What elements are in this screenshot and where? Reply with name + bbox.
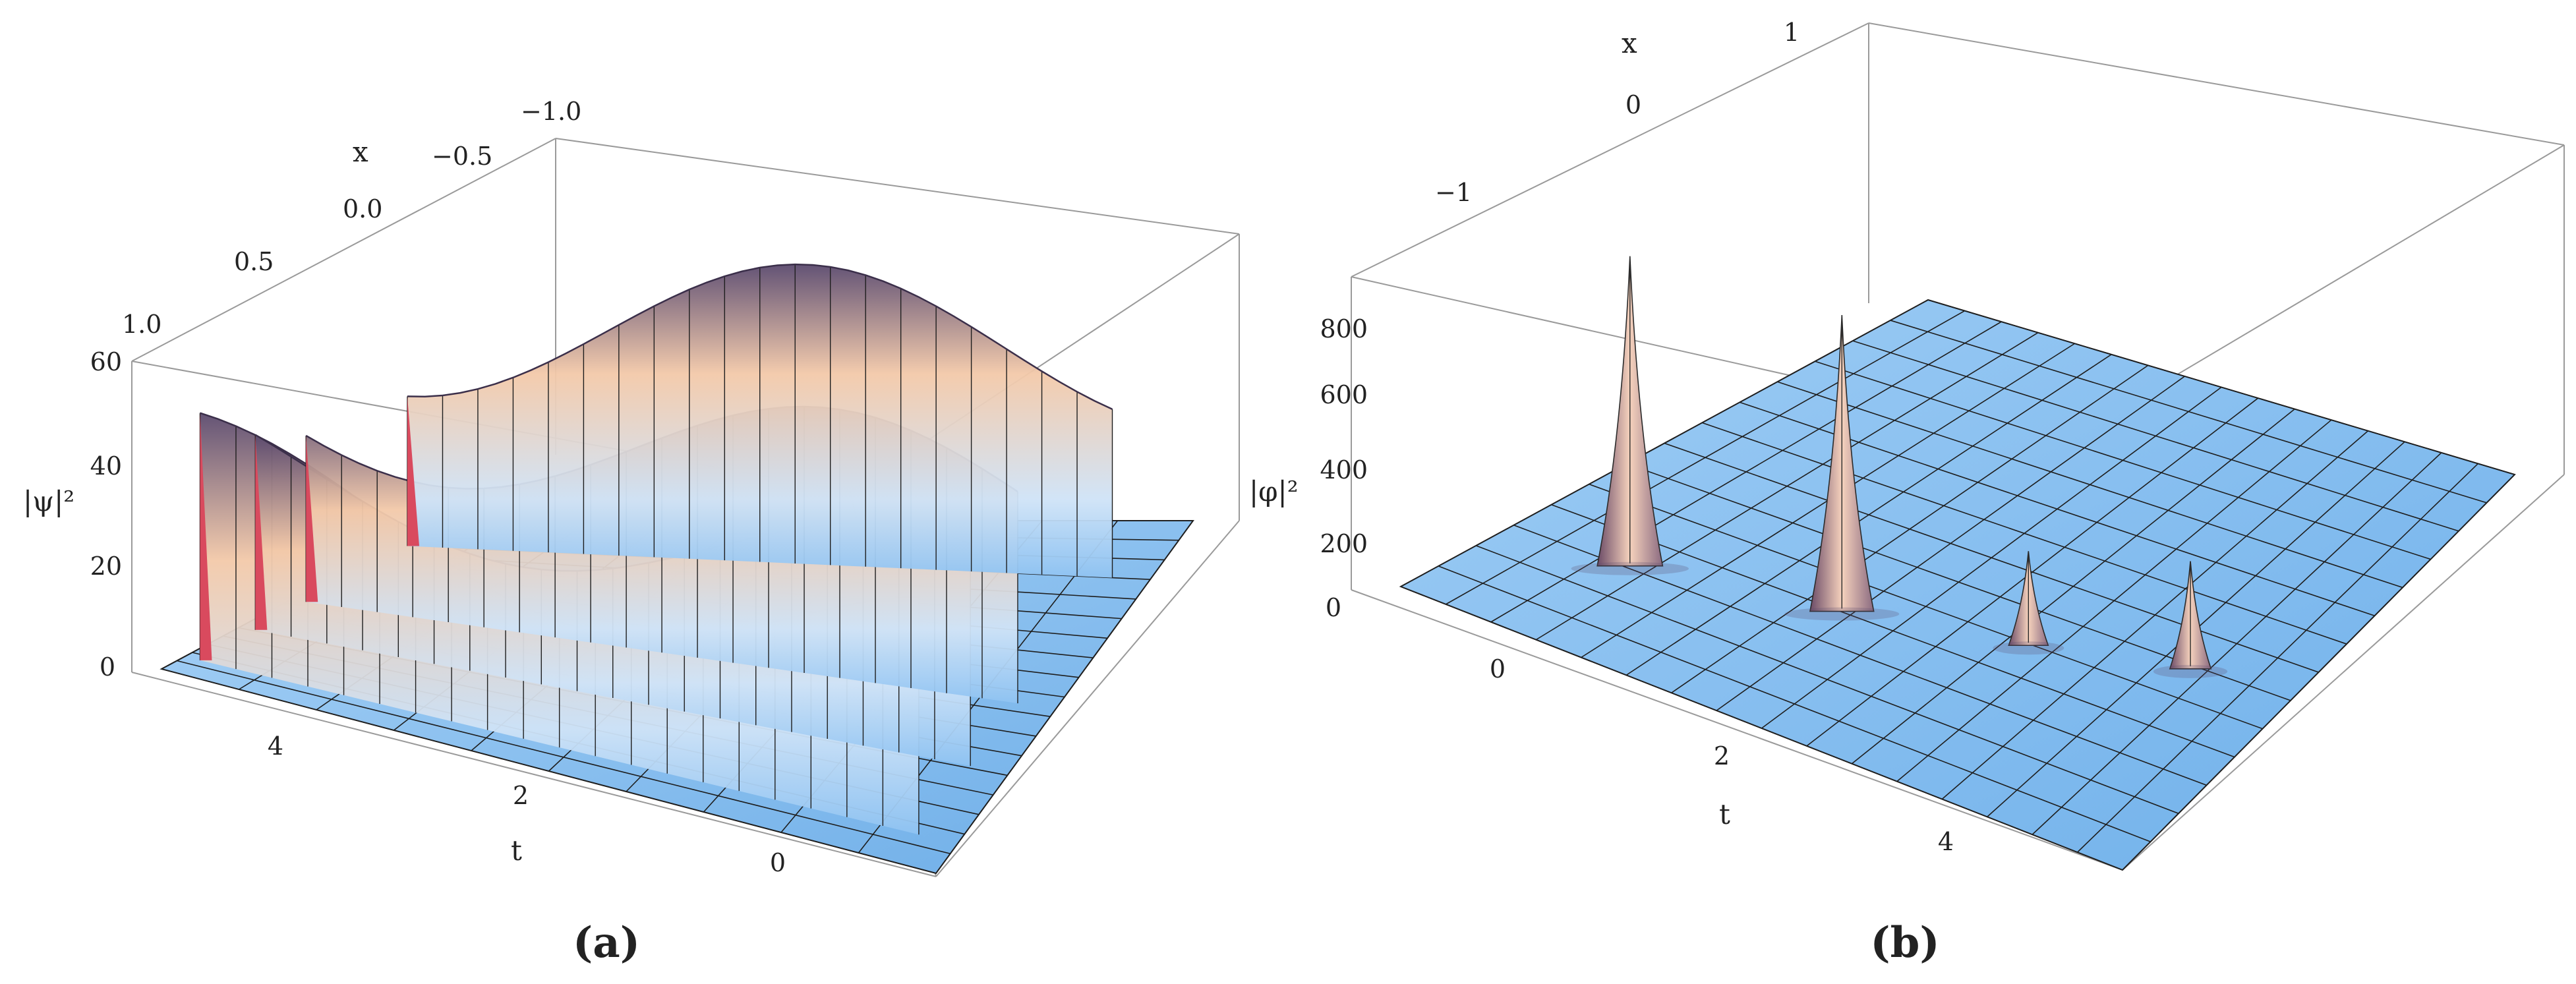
panel-b-t-tick: 0 [1490,654,1506,683]
peak-shadow [1993,641,2064,655]
panel-a-x-axis-label: x [353,136,368,168]
panel-b: 1 0 −1 x 0 200 400 600 800 |φ|² 0 2 4 t … [1249,18,2565,968]
grid-line [1438,565,2151,842]
grid-line [1664,442,2319,673]
peak-shadow [2153,664,2228,678]
panel-b-z-tick: 400 [1320,455,1368,484]
grid-line [177,660,951,855]
grid-line [1513,525,2207,786]
panel-b-z-tick: 600 [1320,380,1368,409]
panel-b-x-axis-label: x [1622,27,1637,59]
panel-a-x-tick: 0.0 [343,194,382,223]
panel-a-z-tick: 0 [100,652,115,681]
panel-b-t-ticks: 0 2 4 [1490,654,1954,856]
grid-line [1551,504,2235,758]
panel-a-t-tick: 0 [770,848,786,877]
panel-b-z-tick: 200 [1320,529,1368,558]
panel-b-t-axis-label: t [1719,798,1730,830]
panel-b-t-tick: 4 [1938,827,1954,856]
panel-b-floor-grid [1400,299,2515,871]
panel-a-ridges [199,263,1113,835]
grid-line [1400,586,2123,871]
ridge-crest [407,263,1113,410]
panel-b-caption: (b) [1870,918,1939,968]
panel-b-x-tick: −1 [1435,178,1472,207]
grid-line [1927,299,2515,475]
grid-line [1852,340,2459,532]
peak-shadow [1784,607,1900,621]
grid-line [1476,545,2179,815]
panel-a-t-tick: 2 [513,781,529,810]
panel-b-z-ticks: 0 200 400 600 800 [1320,314,1368,622]
panel-a-z-ticks: 0 20 40 60 [90,347,122,681]
grid-line [161,668,937,874]
panel-b-x-tick: 1 [1784,18,1800,47]
panel-a-x-tick: −0.5 [432,142,492,171]
panel-a-t-tick: 4 [268,732,283,761]
peak-shadow [1571,562,1689,575]
panel-a-z-axis-label: |ψ|² [23,485,74,517]
ridge-edge [255,434,268,630]
panel-a-z-tick: 20 [90,552,122,581]
panel-b-z-tick: 800 [1320,314,1368,343]
panel-a-x-tick: 0.5 [234,247,274,276]
panel-a-t-axis-label: t [511,834,522,867]
panel-a-t-ticks: 4 2 0 [268,732,786,877]
panel-a-x-tick: −1.0 [521,97,581,126]
panel-b-x-ticks: 1 0 −1 [1435,18,1800,207]
panel-b-x-tick: 0 [1625,90,1641,119]
ridge-edge [407,396,419,546]
panel-b-z-tick: 0 [1326,593,1341,622]
panel-b-t-tick: 2 [1714,741,1730,770]
ridge-edge [306,435,318,602]
ridge-edge [200,413,212,660]
panel-b-peaks [1571,256,2228,678]
grid-line [1815,361,2431,560]
panel-a-x-tick: 1.0 [122,310,161,339]
grid-line [1589,483,2263,730]
panel-b-z-axis-label: |φ|² [1249,475,1299,507]
panel-a-caption: (a) [573,918,640,968]
grid-line [1701,422,2347,645]
panel-a: −1.0 −0.5 0.0 0.5 1.0 x 0 20 40 60 |ψ|² … [23,97,1240,968]
panel-b-surface-floor [1399,299,2516,871]
grid-line [1777,381,2403,589]
panel-a-z-tick: 40 [90,451,122,480]
panel-a-x-ticks: −1.0 −0.5 0.0 0.5 1.0 [122,97,581,339]
grid-line [1890,320,2487,504]
panel-a-z-tick: 60 [90,347,122,376]
